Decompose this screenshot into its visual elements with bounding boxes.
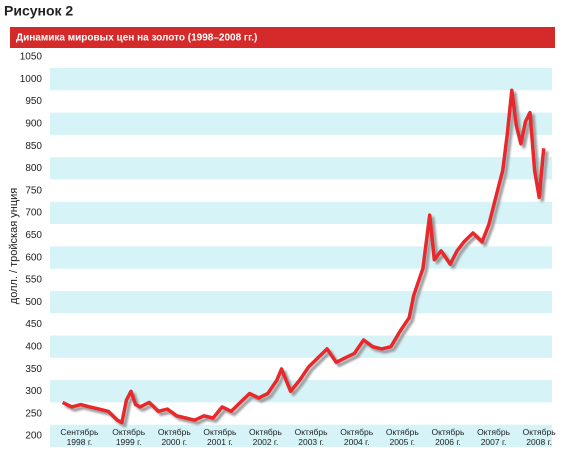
price-line [61, 88, 546, 425]
x-tick-label: Октябрь 2004 г. [340, 427, 374, 447]
x-tick-label: Октябрь 2008 г. [522, 427, 556, 447]
y-tick-label: 250 [25, 408, 42, 419]
x-tick-label: Сентябрь 1998 г. [60, 427, 99, 447]
y-tick-label: 800 [25, 163, 42, 174]
y-tick-label: 900 [25, 119, 42, 130]
x-tick-label: Октябрь 2003 г. [294, 427, 328, 447]
x-tick-label: Октябрь 2000 г. [157, 427, 191, 447]
y-tick-label: 1000 [20, 74, 43, 85]
y-tick-label: 200 [25, 431, 42, 442]
x-tick-label: Октябрь 2005 г. [385, 427, 419, 447]
y-tick-label: 500 [25, 297, 42, 308]
x-tick-label: Октябрь 2002 г. [249, 427, 282, 447]
chart-title: Динамика мировых цен на золото (1998–200… [16, 33, 257, 44]
y-tick-label: 550 [25, 275, 42, 286]
x-tick-label: Октябрь 2007 г. [477, 427, 511, 447]
y-tick-label: 650 [25, 230, 42, 241]
y-tick-label: 950 [25, 96, 42, 107]
y-tick-label: 450 [25, 319, 42, 330]
y-tick-label: 850 [25, 141, 42, 152]
figure-label: Рисунок 2 [4, 3, 73, 19]
band [50, 380, 552, 403]
band [50, 68, 552, 91]
y-tick-label: 750 [25, 185, 42, 196]
band [50, 246, 552, 269]
band [50, 157, 552, 180]
x-tick-label: Октябрь 2006 г. [431, 427, 465, 447]
title-bar [10, 27, 555, 48]
y-tick-label: 300 [25, 386, 42, 397]
y-tick-label: 700 [25, 208, 42, 219]
band [50, 112, 552, 135]
band [50, 424, 552, 447]
band [50, 201, 552, 225]
x-tick-label: Октябрь 1999 г. [112, 427, 146, 447]
band [50, 335, 552, 358]
y-tick-label: 400 [25, 341, 42, 352]
x-tick-label: Октябрь 2001 г. [203, 427, 237, 447]
band [50, 290, 552, 314]
y-axis-label: долл. / тройская унция [8, 188, 20, 304]
y-tick-label: 600 [25, 252, 42, 263]
y-tick-label: 1050 [20, 52, 43, 63]
y-tick-label: 350 [25, 364, 42, 375]
